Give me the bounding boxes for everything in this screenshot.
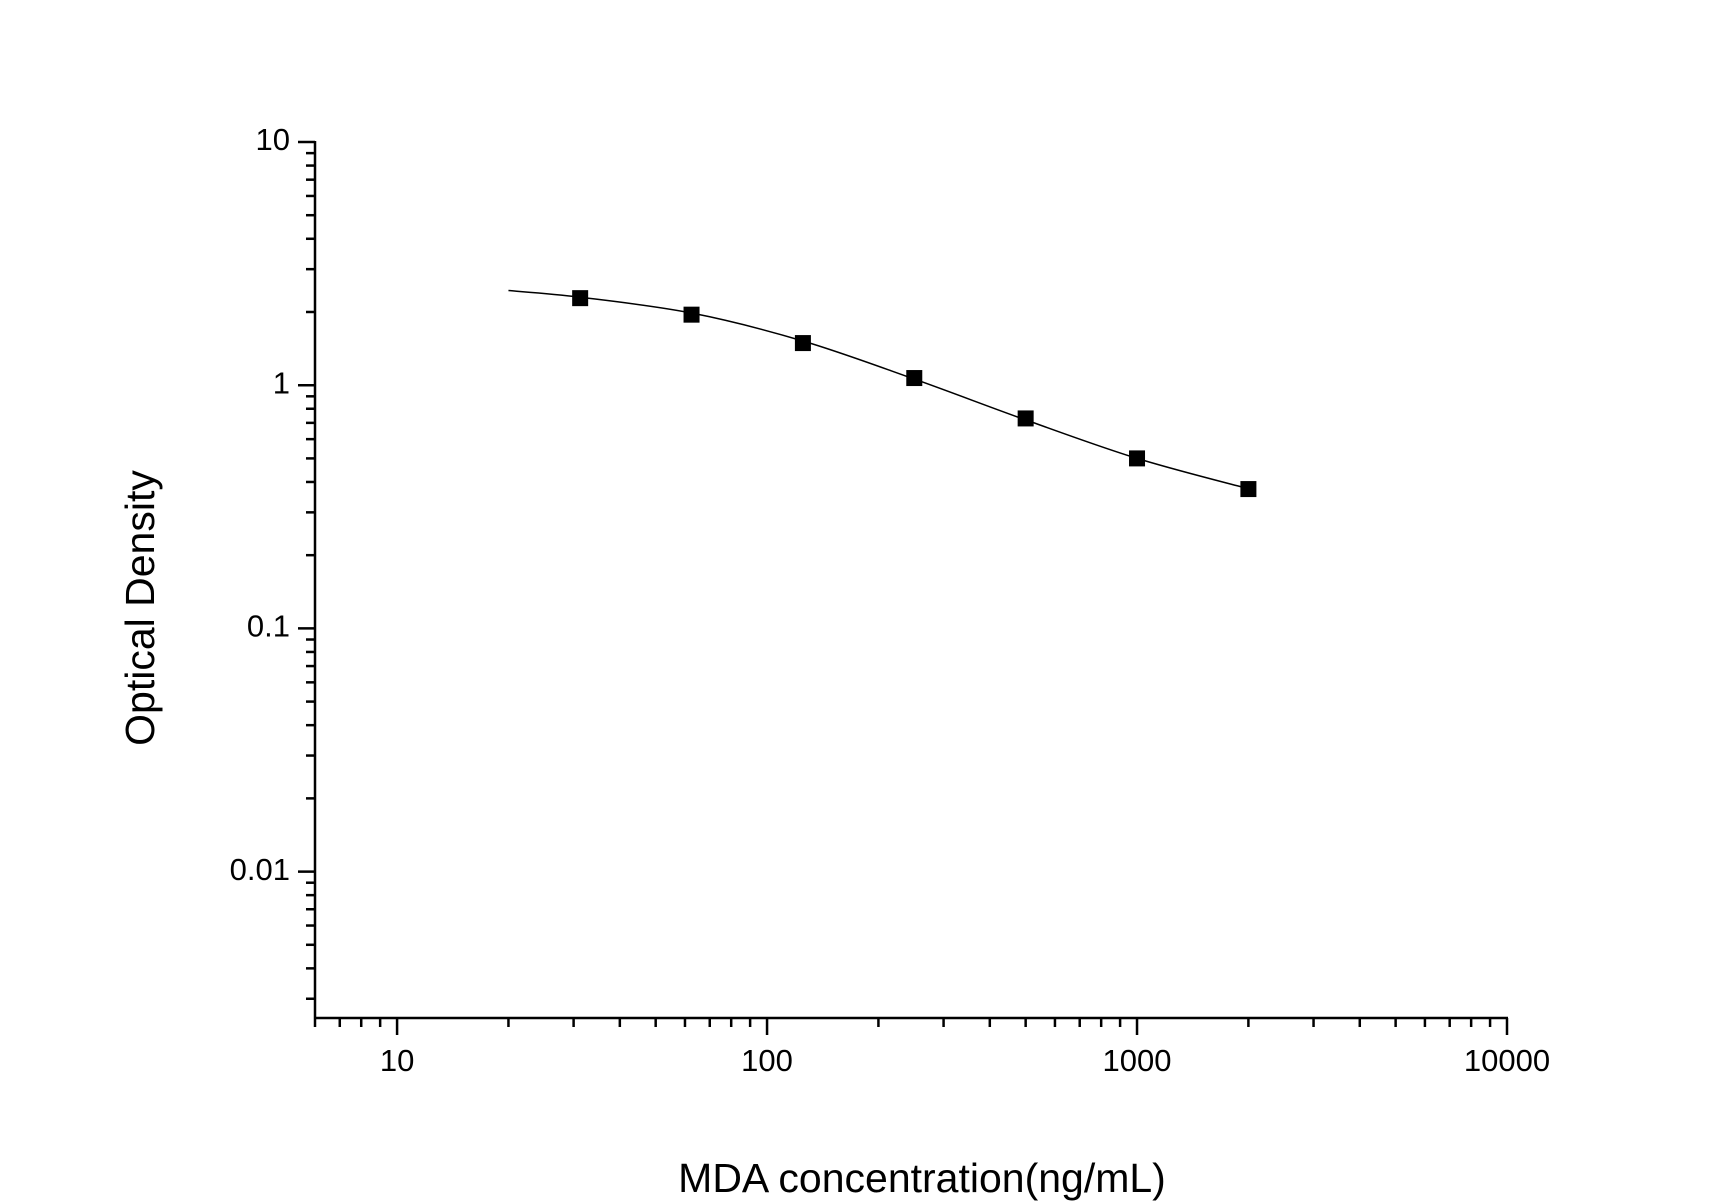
data-point [794,335,811,352]
x-tick-label: 1000 [1103,1043,1172,1078]
y-tick-label: 10 [256,122,290,157]
fit-curve [508,289,1249,490]
data-point [683,306,700,323]
x-axis-title: MDA concentration(ng/mL) [678,1155,1166,1201]
data-point [572,290,589,307]
data-point [1017,410,1034,427]
x-tick-label: 10000 [1464,1043,1550,1078]
data-point [1129,450,1146,467]
x-tick-label: 100 [741,1043,793,1078]
y-axis-title: Optical Density [117,470,163,746]
data-point [906,370,923,387]
y-tick-label: 0.1 [247,609,290,644]
x-tick-label: 10 [380,1043,414,1078]
y-tick-label: 0.01 [230,852,290,887]
y-tick-label: 1 [273,365,290,400]
data-point [1240,481,1257,498]
